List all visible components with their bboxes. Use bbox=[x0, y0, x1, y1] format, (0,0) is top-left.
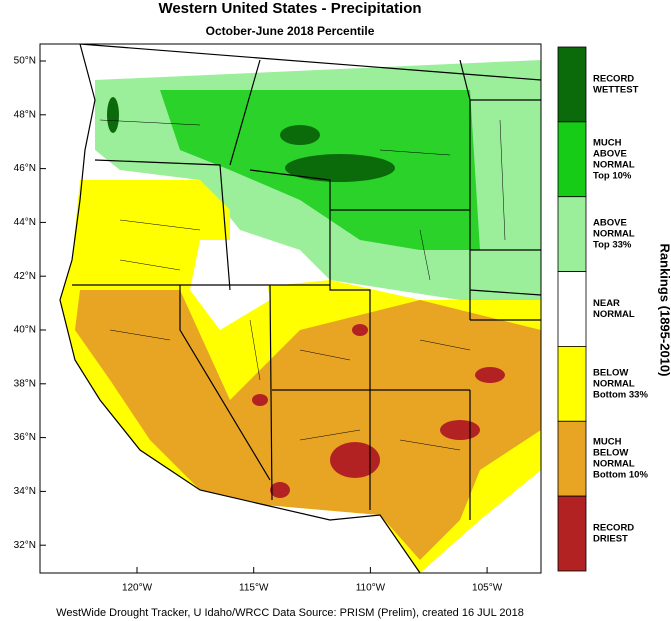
legend-label: NORMAL bbox=[593, 229, 635, 240]
legend-label: Bottom 33% bbox=[593, 389, 648, 400]
lat-label: 38°N bbox=[14, 378, 36, 389]
legend-label: MUCH bbox=[593, 437, 622, 448]
lat-label: 44°N bbox=[14, 217, 36, 228]
legend-title: Rankings (1895-2010) bbox=[658, 244, 671, 377]
legend-label: MUCH bbox=[593, 137, 622, 148]
legend-label: NORMAL bbox=[593, 378, 635, 389]
subtitle: October-June 2018 Percentile bbox=[206, 24, 375, 38]
lat-label: 50°N bbox=[14, 56, 36, 67]
legend-label: BELOW bbox=[593, 367, 628, 378]
legend-label: WETTEST bbox=[593, 84, 639, 95]
lat-label: 36°N bbox=[14, 432, 36, 443]
legend-swatch bbox=[557, 495, 587, 572]
legend-label: RECORD bbox=[593, 73, 634, 84]
lat-label: 40°N bbox=[14, 325, 36, 336]
legend-label: RECORD bbox=[593, 523, 634, 534]
legend-label: NORMAL bbox=[593, 309, 635, 320]
lat-label: 34°N bbox=[14, 486, 36, 497]
axes: 50°N 48°N 46°N 44°N 42°N 40°N 38°N 36°N 34°N 32°N… bbox=[14, 56, 503, 594]
legend-label: NORMAL bbox=[593, 459, 635, 470]
legend-label: ABOVE bbox=[593, 218, 627, 229]
legend-label: NORMAL bbox=[593, 159, 635, 170]
legend-swatch bbox=[557, 271, 587, 347]
map-frame bbox=[39, 43, 542, 574]
lon-label: 115°W bbox=[239, 583, 269, 594]
title: Western United States - Precipitation bbox=[158, 0, 421, 17]
footer: WestWide Drought Tracker, U Idaho/WRCC D… bbox=[56, 607, 524, 619]
lat-label: 46°N bbox=[14, 163, 36, 174]
lon-label: 120°W bbox=[122, 583, 153, 594]
lat-label: 32°N bbox=[14, 540, 36, 551]
legend-label: DRIEST bbox=[593, 534, 628, 545]
legend-swatch bbox=[557, 196, 587, 272]
legend-label: Bottom 10% bbox=[593, 470, 648, 481]
legend-swatch bbox=[557, 121, 587, 198]
legend-swatch bbox=[557, 420, 587, 497]
legend-label: BELOW bbox=[593, 448, 628, 459]
legend-label: ABOVE bbox=[593, 148, 627, 159]
lat-label: 48°N bbox=[14, 109, 36, 120]
legend-swatch bbox=[557, 46, 587, 123]
legend-label: Top 33% bbox=[593, 240, 632, 251]
legend-label: NEAR bbox=[593, 298, 620, 309]
lat-label: 42°N bbox=[14, 271, 36, 282]
precipitation-map bbox=[40, 44, 541, 573]
lon-label: 105°W bbox=[472, 583, 503, 594]
lon-label: 110°W bbox=[356, 583, 386, 594]
legend-label: Top 10% bbox=[593, 170, 632, 181]
legend-swatch bbox=[557, 346, 587, 422]
